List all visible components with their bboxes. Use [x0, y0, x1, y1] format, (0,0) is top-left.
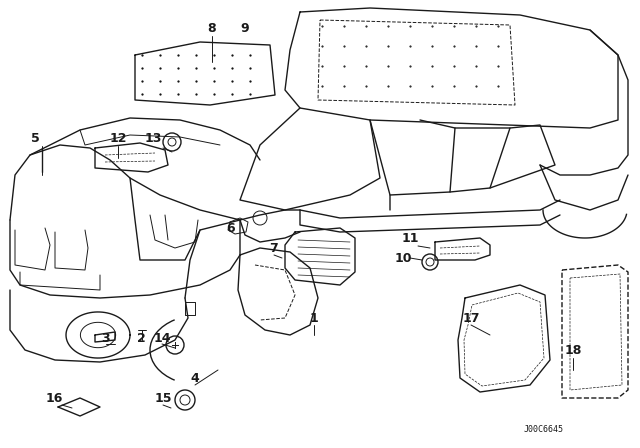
Text: 2: 2: [136, 332, 145, 345]
Text: 9: 9: [241, 22, 250, 34]
Text: 14: 14: [153, 332, 171, 345]
Text: 5: 5: [31, 132, 40, 145]
Text: 18: 18: [564, 344, 582, 357]
Text: 7: 7: [269, 241, 278, 254]
Text: J00C6645: J00C6645: [524, 426, 564, 435]
Text: 10: 10: [394, 251, 412, 264]
Text: 8: 8: [208, 22, 216, 34]
Text: 15: 15: [154, 392, 172, 405]
Text: 3: 3: [102, 332, 110, 345]
Text: 11: 11: [401, 232, 419, 245]
Text: 6: 6: [227, 221, 236, 234]
Text: 13: 13: [144, 132, 162, 145]
Text: 4: 4: [191, 371, 200, 384]
Text: 1: 1: [310, 311, 318, 324]
Text: 17: 17: [462, 311, 480, 324]
Text: 12: 12: [109, 132, 127, 145]
Text: 16: 16: [45, 392, 63, 405]
